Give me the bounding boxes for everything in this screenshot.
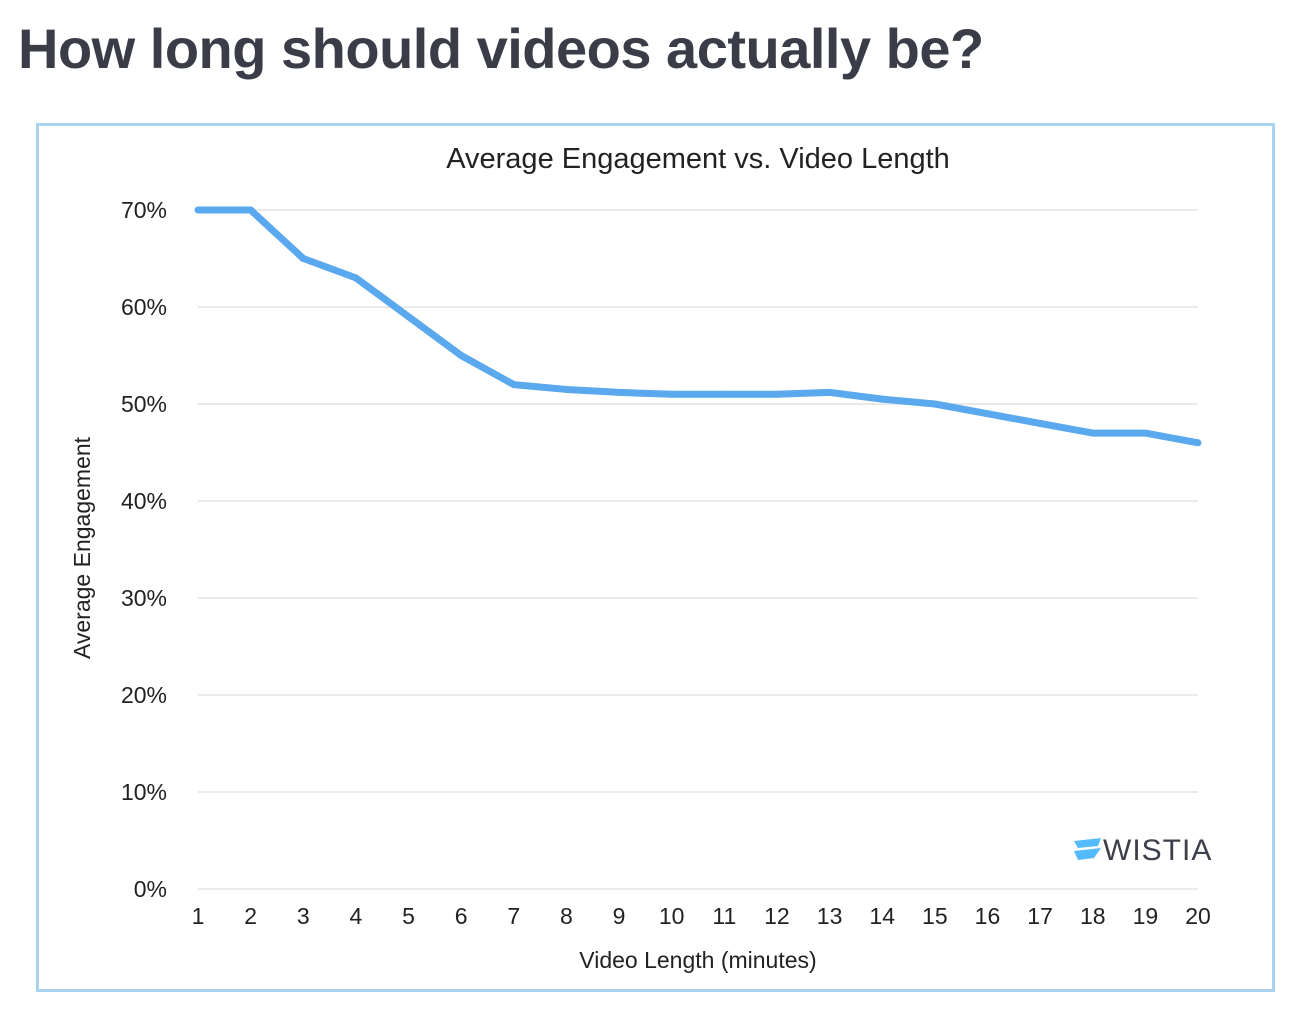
- x-tick-label: 7: [507, 903, 520, 929]
- x-tick-label: 15: [922, 903, 948, 929]
- data-point: [299, 255, 307, 262]
- x-tick-label: 14: [869, 903, 895, 929]
- x-tick-label: 18: [1080, 903, 1106, 929]
- data-point: [615, 388, 623, 396]
- data-point: [668, 390, 676, 398]
- data-point: [878, 395, 886, 403]
- data-point: [983, 410, 991, 418]
- series-line: [198, 206, 1199, 447]
- data-point: [1036, 419, 1044, 427]
- page-title: How long should videos actually be?: [18, 17, 984, 80]
- x-tick-labels: 1 2 3 4 5 6 7 8 9 10 11 12 13 14 15 16 17 18 19 20: [192, 903, 1211, 929]
- wistia-flag-icon: [1074, 838, 1101, 860]
- data-point: [194, 206, 202, 214]
- x-tick-label: 11: [712, 903, 736, 929]
- data-point: [510, 381, 518, 389]
- x-tick-label: 20: [1185, 903, 1211, 929]
- y-tick-label: 10%: [121, 779, 167, 805]
- y-tick-label: 0%: [134, 876, 167, 902]
- data-point: [826, 388, 834, 396]
- data-point: [562, 385, 570, 393]
- data-point: [247, 206, 255, 214]
- y-tick-labels: 0% 10% 20% 30% 40% 50% 60% 70%: [121, 197, 167, 902]
- y-tick-label: 60%: [121, 294, 167, 320]
- x-axis-label: Video Length (minutes): [579, 947, 816, 973]
- x-tick-label: 5: [402, 903, 415, 929]
- x-tick-label: 17: [1027, 903, 1053, 929]
- y-tick-label: 70%: [121, 197, 167, 223]
- data-point: [405, 313, 413, 321]
- y-tick-label: 20%: [121, 682, 167, 708]
- y-axis-label: Average Engagement: [69, 436, 95, 659]
- x-tick-label: 2: [244, 903, 257, 929]
- data-point: [773, 390, 781, 398]
- chart-frame: [36, 123, 1275, 992]
- x-tick-label: 19: [1133, 903, 1159, 929]
- x-tick-label: 13: [817, 903, 843, 929]
- x-tick-label: 8: [560, 903, 573, 929]
- x-tick-label: 3: [297, 903, 310, 929]
- y-tick-label: 40%: [121, 488, 167, 514]
- data-point: [931, 400, 939, 408]
- x-tick-label: 4: [349, 903, 362, 929]
- gridlines: [198, 209, 1198, 890]
- data-point: [457, 352, 465, 359]
- x-tick-label: 6: [455, 903, 468, 929]
- y-tick-label: 30%: [121, 585, 167, 611]
- data-point: [1141, 429, 1149, 437]
- x-tick-label: 1: [192, 903, 205, 929]
- data-point: [1194, 439, 1202, 447]
- chart-title: Average Engagement vs. Video Length: [446, 143, 950, 175]
- wistia-logo: WISTIA: [1074, 834, 1212, 867]
- wistia-logo-text: WISTIA: [1103, 834, 1212, 867]
- x-tick-label: 10: [659, 903, 685, 929]
- series-layer: [194, 206, 1202, 447]
- data-point: [352, 274, 360, 282]
- data-point: [1089, 429, 1097, 437]
- x-tick-label: 12: [764, 903, 790, 929]
- x-tick-label: 9: [613, 903, 626, 929]
- y-tick-label: 50%: [121, 391, 167, 417]
- data-point: [720, 390, 728, 398]
- x-tick-label: 16: [975, 903, 1001, 929]
